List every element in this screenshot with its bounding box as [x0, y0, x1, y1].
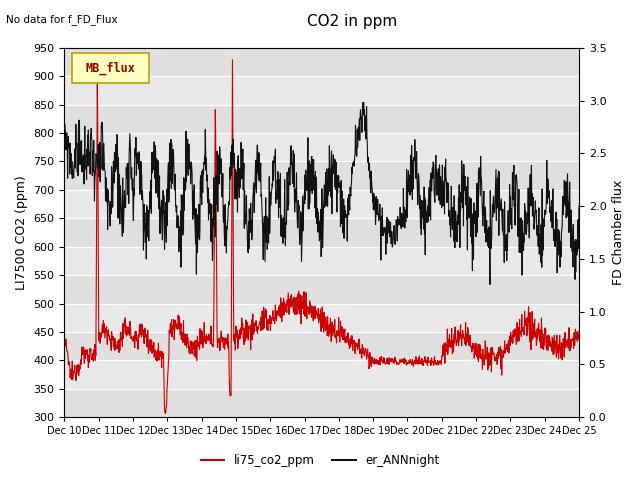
- Bar: [65, 218, 579, 247]
- Bar: [65, 332, 579, 360]
- FancyBboxPatch shape: [72, 53, 149, 83]
- Y-axis label: FD Chamber flux: FD Chamber flux: [612, 180, 625, 285]
- Text: No data for f_FD_Flux: No data for f_FD_Flux: [6, 14, 118, 25]
- Bar: [65, 105, 579, 133]
- Legend: li75_co2_ppm, er_ANNnight: li75_co2_ppm, er_ANNnight: [196, 449, 444, 472]
- Text: CO2 in ppm: CO2 in ppm: [307, 14, 397, 29]
- Y-axis label: LI7500 CO2 (ppm): LI7500 CO2 (ppm): [15, 175, 28, 290]
- Bar: [65, 275, 579, 303]
- Bar: [65, 48, 579, 76]
- Text: MB_flux: MB_flux: [86, 61, 136, 75]
- Bar: [65, 389, 579, 417]
- Bar: [65, 161, 579, 190]
